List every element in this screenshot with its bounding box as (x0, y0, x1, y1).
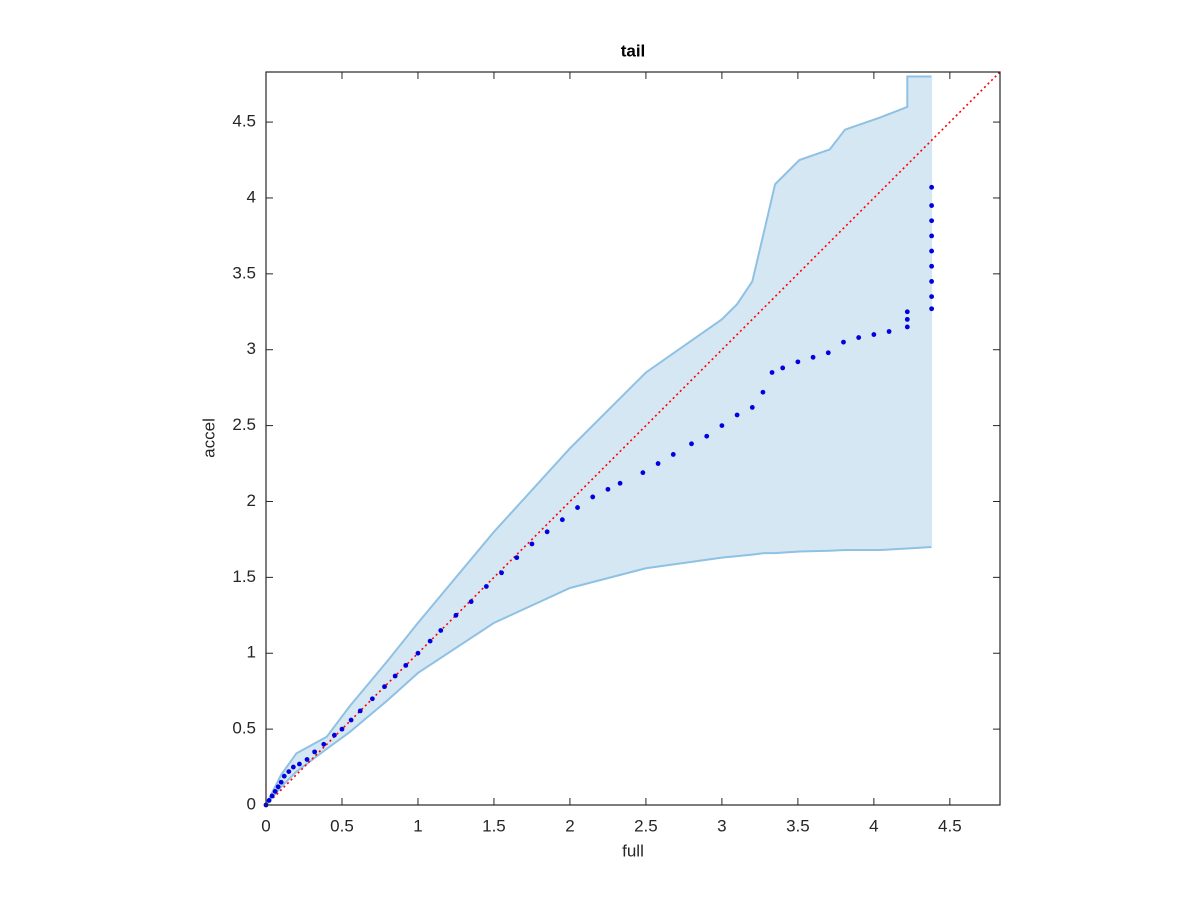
point (795, 359, 801, 365)
point (929, 263, 935, 269)
point (281, 773, 287, 779)
point (266, 798, 272, 803)
y-tick-label: 0 (247, 794, 256, 813)
point (590, 494, 596, 500)
band-upper (265, 75, 932, 806)
x-tick-label: 1.5 (482, 816, 506, 835)
point (453, 612, 459, 618)
point (929, 294, 935, 300)
point (297, 761, 302, 767)
point (719, 423, 725, 429)
point (286, 769, 292, 775)
point (929, 184, 935, 190)
chart-title: tail (621, 41, 646, 60)
x-tick-label: 2 (565, 816, 574, 835)
x-tick-label: 2.5 (634, 816, 658, 835)
point (304, 757, 310, 762)
point (929, 279, 935, 284)
point (575, 505, 580, 510)
y-tick-label: 4.5 (232, 112, 256, 131)
point (339, 726, 345, 732)
point (929, 218, 935, 224)
point (369, 696, 375, 702)
point (415, 650, 421, 656)
band-area (266, 76, 932, 805)
point (810, 354, 816, 360)
point (904, 316, 910, 322)
y-axis-label: accel (199, 418, 218, 458)
point (780, 365, 786, 371)
point (529, 541, 535, 547)
point (357, 708, 363, 714)
point (514, 555, 520, 561)
point (468, 599, 474, 605)
point (403, 662, 409, 668)
point (760, 389, 766, 395)
y-tick-label: 0.5 (232, 719, 256, 738)
point (655, 461, 661, 466)
point (670, 452, 676, 457)
point (871, 332, 877, 337)
point (499, 570, 504, 576)
point (929, 248, 935, 254)
y-tick-label: 1 (247, 643, 256, 662)
plot-frame (265, 71, 1001, 806)
point (640, 470, 646, 476)
y-tick-label: 2 (247, 491, 256, 510)
point (617, 480, 623, 486)
point (312, 749, 318, 755)
point (749, 404, 755, 410)
point (278, 779, 284, 785)
point (825, 350, 831, 356)
point (392, 673, 398, 679)
point (904, 324, 910, 330)
point (483, 584, 489, 589)
x-tick-label: 3 (717, 816, 726, 835)
point (438, 628, 444, 633)
x-tick-label: 4.5 (938, 816, 962, 835)
y-tick-label: 4 (247, 187, 256, 206)
point (427, 638, 433, 644)
point (605, 486, 611, 492)
x-tick-label: 3.5 (786, 816, 810, 835)
point (275, 784, 281, 790)
point (689, 441, 694, 447)
point (290, 764, 296, 770)
point (929, 306, 935, 312)
point (331, 732, 337, 738)
point (734, 412, 740, 418)
point (929, 233, 935, 239)
y-tick-label: 2.5 (232, 415, 256, 434)
x-tick-label: 0.5 (330, 816, 354, 835)
band-lower (265, 546, 932, 806)
point (929, 203, 935, 208)
x-tick-label: 4 (869, 816, 878, 835)
point (382, 684, 387, 690)
point (544, 529, 550, 535)
y-tick-label: 1.5 (232, 567, 256, 586)
point (559, 517, 565, 523)
point (904, 309, 910, 315)
point (321, 741, 327, 747)
y-tick-label: 3.5 (232, 263, 256, 282)
point (886, 329, 892, 334)
y-tick-label: 3 (247, 339, 256, 358)
point (269, 793, 275, 799)
x-axis-label: full (622, 841, 644, 860)
point (272, 788, 278, 794)
point (348, 717, 354, 723)
x-tick-label: 1 (413, 816, 422, 835)
x-tick-label: 0 (261, 816, 270, 835)
point (769, 370, 775, 375)
point (841, 339, 846, 345)
point (856, 335, 862, 340)
point (704, 433, 710, 439)
